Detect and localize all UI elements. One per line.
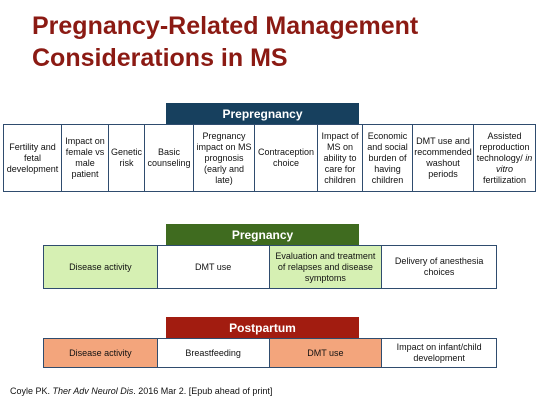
postpartum-header: Postpartum [166, 317, 359, 338]
citation: Coyle PK. Ther Adv Neurol Dis. 2016 Mar … [10, 386, 272, 396]
postpartum-cell-dmt-use: DMT use [268, 338, 383, 368]
prepregnancy-cell-care-for-children: Impact of MS on ability to care for chil… [317, 124, 363, 192]
citation-author: Coyle PK. [10, 386, 51, 396]
pregnancy-cell-evaluation-treatment: Evaluation and treatment of relapses and… [268, 245, 383, 289]
assisted-reproduction-text: Assisted reproduction technology/ [476, 130, 530, 163]
postpartum-cell-infant-development: Impact on infant/child development [381, 338, 497, 368]
citation-journal: Ther Adv Neurol Dis [52, 386, 134, 396]
prepregnancy-cell-assisted-reproduction: Assisted reproduction technology/ in vit… [473, 124, 536, 192]
prepregnancy-cell-contraception: Contraception choice [254, 124, 318, 192]
pregnancy-cell-anesthesia: Delivery of anesthesia choices [381, 245, 497, 289]
pregnancy-row: Disease activity DMT use Evaluation and … [43, 245, 497, 289]
pregnancy-cell-disease-activity: Disease activity [43, 245, 158, 289]
postpartum-cell-disease-activity: Disease activity [43, 338, 158, 368]
fertilization-text: fertilization [482, 174, 527, 185]
in-vitro-text: in vitro [495, 152, 533, 174]
slide-title-line-1: Pregnancy-Related Management [32, 12, 419, 40]
prepregnancy-header: Prepregnancy [166, 103, 359, 124]
citation-rest: . 2016 Mar 2. [Epub ahead of print] [133, 386, 273, 396]
slide-title: Pregnancy-Related Management Considerati… [32, 10, 532, 74]
prepregnancy-cell-fertility: Fertility and fetal development [3, 124, 62, 192]
prepregnancy-cell-basic-counseling: Basic counseling [144, 124, 194, 192]
slide-title-line-2: Considerations in MS [32, 44, 288, 72]
postpartum-cell-breastfeeding: Breastfeeding [156, 338, 270, 368]
postpartum-row: Disease activity Breastfeeding DMT use I… [43, 338, 497, 368]
prepregnancy-cell-dmt-washout: DMT use and recommended washout periods [412, 124, 474, 192]
pregnancy-header: Pregnancy [166, 224, 359, 245]
pregnancy-cell-dmt-use: DMT use [156, 245, 270, 289]
prepregnancy-row: Fertility and fetal development Impact o… [3, 124, 537, 192]
prepregnancy-cell-economic-burden: Economic and social burden of having chi… [362, 124, 413, 192]
prepregnancy-cell-genetic-risk: Genetic risk [108, 124, 145, 192]
prepregnancy-cell-ms-prognosis: Pregnancy impact on MS prognosis (early … [193, 124, 255, 192]
prepregnancy-cell-female-vs-male: Impact on female vs male patient [61, 124, 109, 192]
